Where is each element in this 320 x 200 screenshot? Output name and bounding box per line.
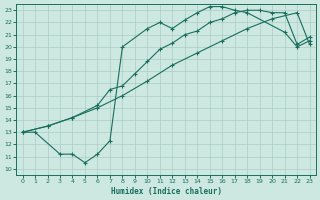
X-axis label: Humidex (Indice chaleur): Humidex (Indice chaleur) xyxy=(111,187,221,196)
